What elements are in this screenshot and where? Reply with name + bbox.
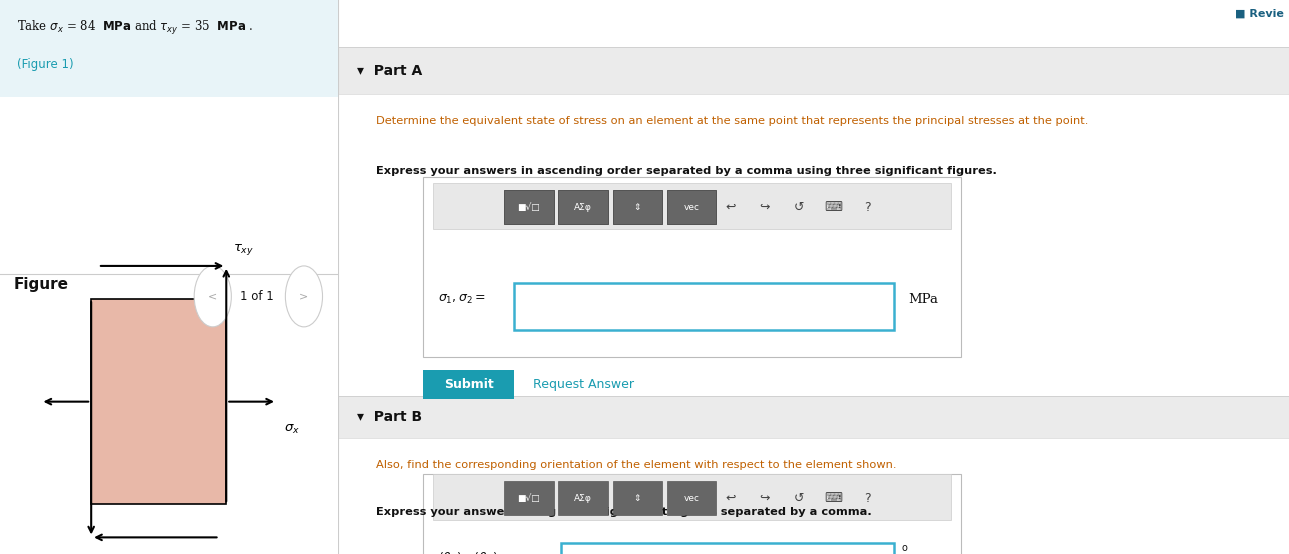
Bar xyxy=(558,190,608,224)
Text: o: o xyxy=(902,543,907,553)
Bar xyxy=(338,396,1289,438)
Bar xyxy=(514,283,895,330)
Text: ↺: ↺ xyxy=(794,491,804,505)
Bar xyxy=(423,474,960,554)
Text: ⇕: ⇕ xyxy=(634,203,641,212)
Text: Express your answers using three significant figures separated by a comma.: Express your answers using three signifi… xyxy=(376,507,871,517)
Text: $(\theta_p)_1, (\theta_p)_2 =$: $(\theta_p)_1, (\theta_p)_2 =$ xyxy=(437,551,517,554)
Bar xyxy=(504,190,554,224)
Bar xyxy=(561,543,895,554)
Text: ↪: ↪ xyxy=(759,201,770,214)
Text: ↩: ↩ xyxy=(726,491,736,505)
Bar xyxy=(0,97,338,554)
Bar xyxy=(666,190,717,224)
Bar xyxy=(558,190,608,224)
Bar xyxy=(433,474,951,520)
Text: Submit: Submit xyxy=(443,378,494,391)
Bar xyxy=(666,190,717,224)
Text: 1 of 1: 1 of 1 xyxy=(240,290,273,303)
Text: MPa: MPa xyxy=(909,293,938,306)
Text: ?: ? xyxy=(864,491,871,505)
Bar xyxy=(338,47,1289,94)
Text: ▾  Part A: ▾ Part A xyxy=(357,64,422,78)
Text: Take $\sigma_x$ = 84  $\mathbf{MPa}$ and $\tau_{xy}$ = 35  $\mathbf{MPa}$ .: Take $\sigma_x$ = 84 $\mathbf{MPa}$ and … xyxy=(17,19,253,37)
Bar xyxy=(612,190,663,224)
Text: ?: ? xyxy=(864,201,871,214)
Text: ↺: ↺ xyxy=(794,201,804,214)
Text: Also, find the corresponding orientation of the element with respect to the elem: Also, find the corresponding orientation… xyxy=(376,460,896,470)
Bar xyxy=(433,183,951,229)
Text: (Figure 1): (Figure 1) xyxy=(17,58,73,71)
Text: Express your answers in ascending order separated by a comma using three signifi: Express your answers in ascending order … xyxy=(376,166,996,176)
Text: Request Answer: Request Answer xyxy=(532,378,634,391)
Text: $\sigma_x$: $\sigma_x$ xyxy=(284,423,299,436)
Text: ΑΣφ: ΑΣφ xyxy=(574,494,592,502)
Text: vec: vec xyxy=(683,203,700,212)
Text: ΑΣφ: ΑΣφ xyxy=(574,203,592,212)
Text: ⌨: ⌨ xyxy=(825,491,842,505)
Text: <: < xyxy=(208,291,218,301)
Text: Determine the equivalent state of stress on an element at the same point that re: Determine the equivalent state of stress… xyxy=(376,116,1088,126)
Text: ⇕: ⇕ xyxy=(634,494,641,502)
Bar xyxy=(423,177,960,357)
Circle shape xyxy=(195,266,231,327)
Text: ⇕: ⇕ xyxy=(634,203,641,212)
Bar xyxy=(612,190,663,224)
Text: ■√□: ■√□ xyxy=(518,203,540,212)
Bar xyxy=(666,481,717,515)
Text: vec: vec xyxy=(683,203,700,212)
Bar xyxy=(504,481,554,515)
Text: ⌨: ⌨ xyxy=(825,201,842,214)
Text: ■√□: ■√□ xyxy=(518,494,540,502)
Text: >: > xyxy=(299,291,308,301)
Circle shape xyxy=(285,266,322,327)
Text: Figure: Figure xyxy=(13,277,68,292)
Text: $\tau_{xy}$: $\tau_{xy}$ xyxy=(233,242,254,257)
Text: vec: vec xyxy=(683,494,700,502)
Bar xyxy=(92,299,227,504)
Text: $\sigma_1, \sigma_2 =$: $\sigma_1, \sigma_2 =$ xyxy=(437,293,486,306)
Bar xyxy=(558,481,608,515)
Text: ■√□: ■√□ xyxy=(518,203,540,212)
Bar xyxy=(612,481,663,515)
Text: ↩: ↩ xyxy=(726,201,736,214)
Text: ▾  Part B: ▾ Part B xyxy=(357,410,422,424)
Text: ■ Revie: ■ Revie xyxy=(1235,8,1284,18)
Bar xyxy=(504,190,554,224)
Bar xyxy=(423,370,514,399)
Text: ΑΣφ: ΑΣφ xyxy=(574,203,592,212)
Bar xyxy=(0,0,338,97)
Text: ↪: ↪ xyxy=(759,491,770,505)
